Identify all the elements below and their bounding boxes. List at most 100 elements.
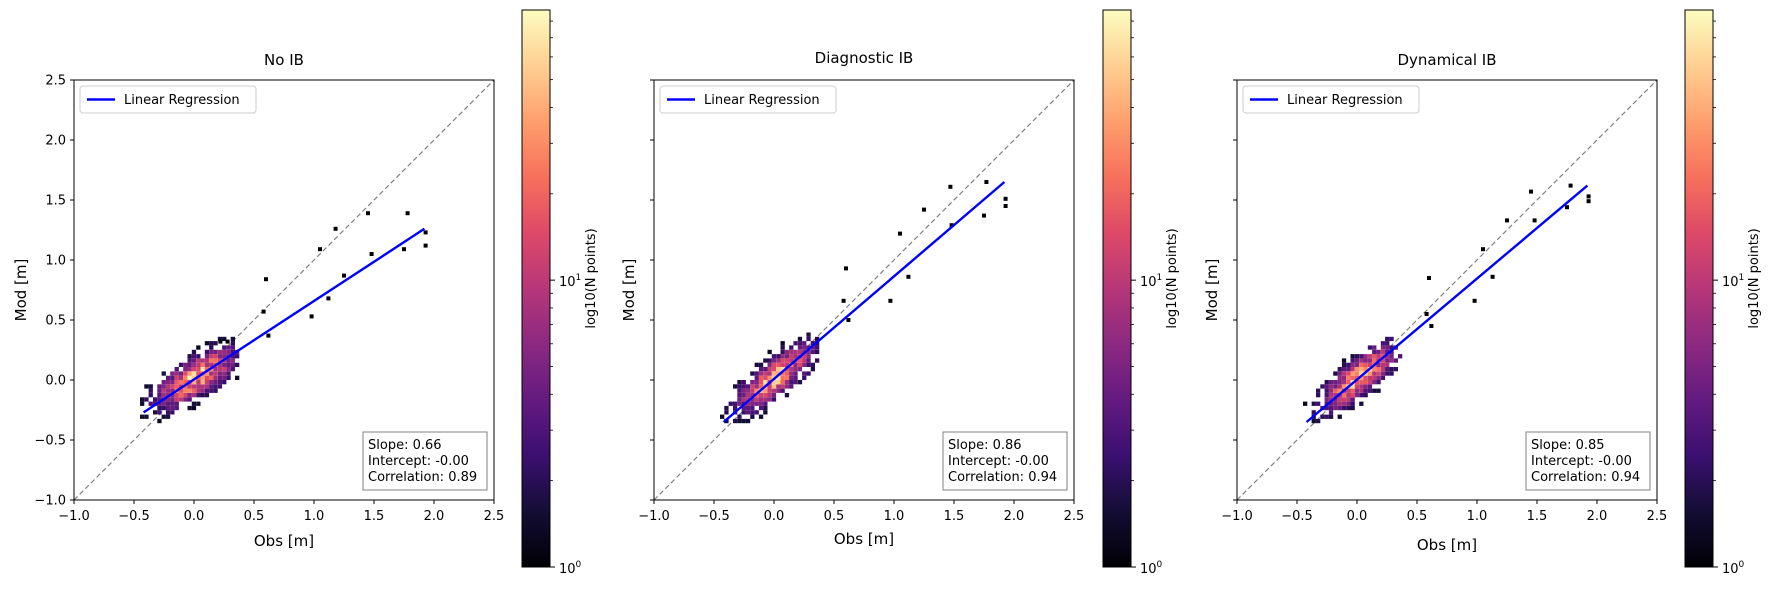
colorbar: 100 101 log10(N points): [1102, 9, 1180, 577]
histogram-bin: [810, 341, 815, 346]
histogram-bin: [1324, 388, 1329, 393]
histogram-bin: [1367, 345, 1373, 350]
histogram-bin: [1350, 405, 1355, 411]
histogram-bin: [1337, 375, 1342, 380]
x-tick-label: 2.0: [1587, 509, 1608, 524]
histogram-bin: [157, 397, 162, 402]
histogram-bin: [776, 362, 781, 367]
outlier-bin: [888, 298, 893, 303]
histogram-bin: [1385, 362, 1390, 367]
histogram-bin: [767, 367, 772, 372]
histogram-bin: [763, 410, 768, 415]
outlier-bin: [318, 247, 322, 252]
histogram-bin: [776, 388, 781, 393]
histogram-bin: [780, 375, 785, 380]
histogram-bin: [1389, 367, 1394, 372]
histogram-bin: [802, 341, 807, 346]
histogram-bin: [170, 388, 175, 393]
histogram-bin: [1333, 401, 1338, 406]
histogram-bin: [174, 371, 179, 376]
histogram-bin: [165, 375, 171, 380]
histogram-bin: [733, 401, 738, 406]
histogram-bin: [1324, 414, 1329, 419]
histogram-bin: [1359, 380, 1364, 385]
histogram-bin: [771, 393, 777, 398]
histogram-bin: [789, 354, 794, 359]
histogram-bin: [810, 349, 815, 355]
x-tick-label: 0.0: [184, 509, 205, 524]
histogram-bin: [178, 371, 184, 376]
outlier-bin: [366, 211, 370, 216]
histogram-bin: [213, 371, 218, 376]
histogram-bin: [153, 410, 158, 415]
histogram-bin: [771, 388, 777, 393]
histogram-bin: [1380, 367, 1386, 372]
histogram-bin: [187, 397, 192, 402]
histogram-bin: [1376, 354, 1381, 359]
histogram-bin: [767, 375, 772, 380]
histogram-bin: [1346, 371, 1351, 376]
x-tick-label: 2.5: [1647, 509, 1668, 524]
histogram-bin: [1333, 380, 1338, 385]
histogram-bin: [209, 375, 214, 380]
histogram-bin: [174, 367, 179, 372]
y-tick-label: −1.0: [34, 494, 66, 509]
histogram-bin: [209, 362, 214, 367]
histogram-bin: [196, 384, 201, 389]
histogram-bin: [217, 384, 223, 389]
histogram-bin: [1389, 345, 1394, 350]
histogram-bin: [1337, 384, 1342, 389]
x-tick-label: −1.0: [58, 509, 90, 524]
histogram-bin: [204, 349, 210, 355]
histogram-bin: [165, 384, 171, 389]
histogram-bin: [806, 345, 811, 350]
histogram-bin: [745, 410, 751, 415]
histogram-bin: [170, 371, 175, 376]
histogram-bin: [1354, 375, 1360, 380]
panel-2: −1.0 −0.5 0.0 0.5 1.0 1.5 2.0 2.5 Diagnostic IB O…: [620, 9, 1180, 577]
histogram-bin: [1363, 380, 1368, 385]
histogram-bin: [1367, 384, 1373, 389]
histogram-bin: [226, 362, 231, 367]
x-axis-label: Obs [m]: [1417, 536, 1477, 554]
histogram-bin: [776, 371, 781, 376]
x-tick-label: 2.0: [424, 509, 445, 524]
outlier-bin: [1481, 247, 1485, 252]
histogram-bin: [213, 341, 218, 346]
outlier-bin: [846, 318, 851, 322]
histogram-bin: [161, 414, 166, 419]
histogram-bin: [1346, 397, 1351, 402]
histogram-bin: [1359, 367, 1364, 372]
outlier-bin: [225, 339, 230, 344]
y-tick-label: 0.0: [45, 374, 66, 389]
histogram-bin: [204, 384, 210, 389]
histogram-bin: [810, 345, 815, 350]
legend: Linear Regression: [1242, 85, 1420, 114]
outlier-bin: [1532, 218, 1537, 223]
histogram-bin: [196, 367, 201, 372]
outlier-bin: [1424, 312, 1429, 316]
histogram-bin: [1385, 358, 1390, 363]
histogram-bin: [767, 362, 772, 367]
outlier-bin: [423, 243, 428, 248]
histogram-bin: [1359, 401, 1364, 406]
histogram-bin: [204, 354, 210, 359]
histogram-bin: [793, 371, 798, 376]
x-tick-label: 1.5: [944, 509, 965, 524]
histogram-bin: [737, 393, 742, 398]
histogram-bin: [724, 410, 729, 415]
histogram-bin: [200, 384, 205, 389]
stats-box-frame: [362, 431, 488, 491]
histogram-bin: [1311, 418, 1316, 424]
histogram-bin: [222, 371, 227, 376]
x-tick-label: 0.5: [244, 509, 265, 524]
histogram-bin: [178, 388, 184, 393]
axes-frame: [73, 79, 495, 501]
x-tick-label: 1.5: [1527, 509, 1548, 524]
colorbar-tick-label: 101: [559, 273, 581, 290]
histogram-bin: [165, 401, 171, 406]
histogram-bin: [1341, 371, 1347, 376]
histogram-bin: [815, 358, 820, 363]
legend-box: [659, 85, 837, 114]
histogram-bin: [758, 380, 764, 385]
